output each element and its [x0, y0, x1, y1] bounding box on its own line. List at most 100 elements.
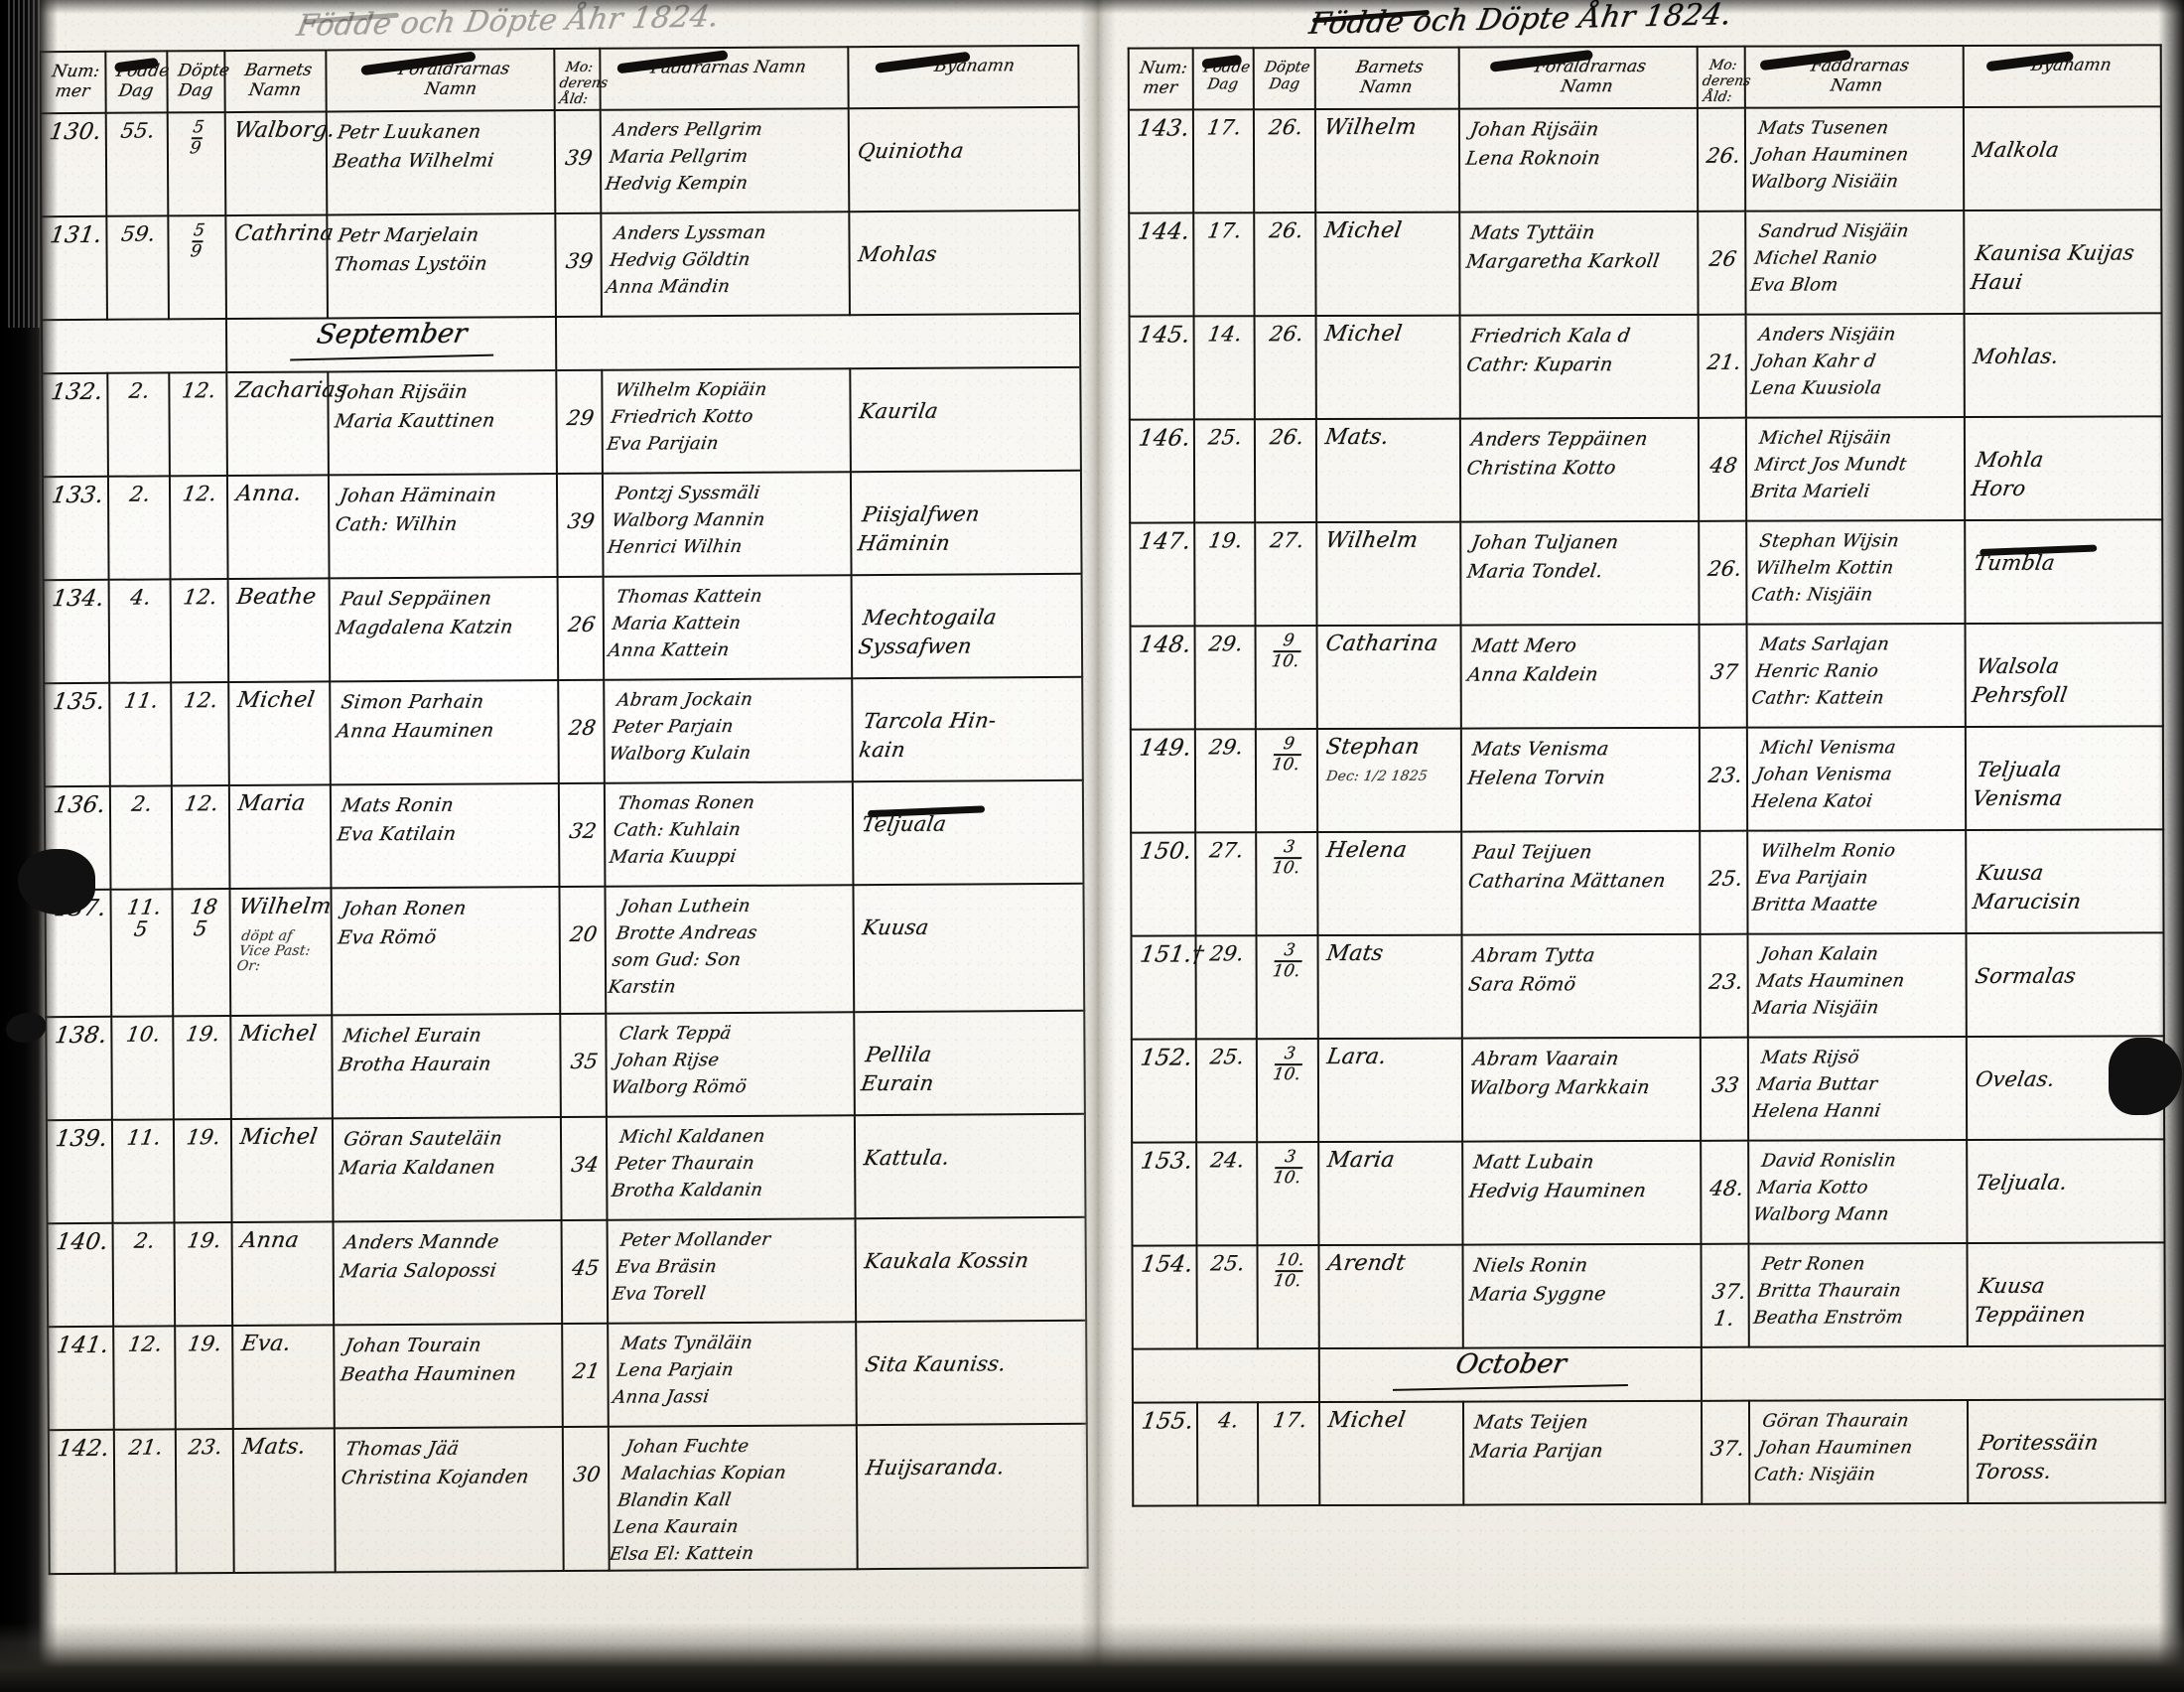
sponsors-name: Thomas Ronen Cath: Kuhlain Maria Kuuppi: [604, 781, 854, 888]
mother-age: 34: [560, 1117, 608, 1221]
mother-age: 26.: [1699, 520, 1747, 626]
register-entry-row[interactable]: 142. 21. 23. Mats. Thomas Jää Christina Koja…: [48, 1424, 1088, 1575]
register-entry-row[interactable]: 131. 59. 5 9 Cathrina Petr Marjelain Thomas L…: [41, 211, 1080, 321]
mother-age: 30: [562, 1427, 610, 1572]
baptism-day: 19.: [174, 1222, 233, 1327]
baptism-day: 3 10.: [1256, 1142, 1319, 1246]
child-name: Wilhelm döpt af Vice Past: Or:: [229, 888, 333, 1017]
child-name: Eva.: [232, 1325, 335, 1430]
register-entry-row[interactable]: 152. 25. 3 10. Lara. Abram Vaarain Walborg Ma…: [1131, 1036, 2165, 1143]
parents-name: Simon Parhain Anna Hauminen: [330, 680, 559, 785]
village-name: Poritessäin Toross.: [1968, 1399, 2166, 1504]
birth-day: 11.: [109, 682, 172, 787]
mother-age: 45: [561, 1220, 609, 1325]
birth-day: 19.: [1194, 522, 1256, 627]
village-name: Mechtogaila Syssafwen: [851, 574, 1083, 679]
mother-age: 26: [1698, 211, 1746, 316]
parents-name: Mats Venisma Helena Torvin: [1460, 728, 1701, 832]
col-header-sponsors-name: Faddrarnas Namn: [1745, 45, 1965, 108]
child-name: Lara.: [1318, 1038, 1462, 1143]
sponsors-name: Stephan Wijsin Wilhelm Kottin Cath: Nisj…: [1746, 520, 1966, 625]
mother-age: 32: [558, 783, 606, 888]
sponsors-name: Anders Nisjäin Johan Kahr d Lena Kuusiol…: [1745, 314, 1966, 418]
baptism-day: 26.: [1254, 419, 1317, 523]
register-entry-row[interactable]: 139. 11. 19. Michel Göran Sauteläin Maria Ka…: [46, 1114, 1086, 1224]
sponsors-name: Mats Rijsö Maria Buttar Helena Hanni: [1748, 1037, 1968, 1141]
village-name: Tumbla: [1965, 519, 2163, 625]
mother-age: 37: [1699, 624, 1748, 729]
birth-day: 29.: [1194, 626, 1256, 730]
parents-name: Thomas Jää Christina Kojanden: [334, 1427, 564, 1573]
parents-name: Matt Lubain Hedvig Hauminen: [1461, 1141, 1702, 1245]
baptism-day: 3 10.: [1255, 832, 1318, 936]
register-entry-row[interactable]: 132. 2. 12. Zacharias Johan Rijsäin Maria Ka…: [42, 367, 1081, 478]
mother-age: 39: [555, 213, 602, 318]
col-header-baptised: Döpte Dag: [1253, 48, 1316, 110]
left-edge-streaks: [8, 0, 42, 328]
month-spacer-right: [1702, 1345, 2165, 1402]
col-header-village-name: Byanamn: [1963, 45, 2161, 108]
col-header-born: Födde Dag: [1192, 48, 1254, 110]
sponsors-name: Clark Teppä Johan Rijse Walborg Römö: [606, 1012, 855, 1118]
mother-age: 25.: [1700, 830, 1748, 935]
parents-name: Johan Tourain Beatha Hauminen: [334, 1324, 563, 1429]
register-entry-row[interactable]: 133. 2. 12. Anna. Johan Häminain Cath: Wilhi…: [42, 471, 1082, 581]
parents-name: Mats Teijen Maria Parijan: [1462, 1401, 1703, 1505]
mother-age: 29: [556, 370, 603, 475]
register-entry-row[interactable]: 150. 27. 3 10. Helena Paul Teijuen Catharina …: [1131, 829, 2164, 936]
birth-day: 2.: [112, 1222, 176, 1328]
register-entry-row[interactable]: 136. 2. 12. Maria Mats Ronin Eva Katilain 32 T…: [44, 780, 1084, 891]
register-entry-row[interactable]: 155. 4. 17. Michel Mats Teijen Maria Parijan…: [1132, 1399, 2166, 1506]
child-name: Michel: [1315, 315, 1460, 420]
parents-name: Petr Luukanen Beatha Wilhelmi: [326, 110, 556, 215]
col-header-mother-age: Mo: derens Åld:: [1698, 46, 1752, 109]
baptism-day: 26.: [1254, 316, 1317, 420]
month-spacer-right: [555, 314, 1081, 371]
col-header-parents-name: Föräldrarnas Namn: [326, 49, 555, 112]
sponsors-name: Pontzj Syssmäli Walborg Mannin Henrici W…: [602, 472, 852, 578]
village-name: Mohlas.: [1964, 313, 2162, 418]
village-name: Quiniotha: [848, 107, 1080, 212]
baptism-day: 3 10.: [1256, 935, 1319, 1040]
register-entry-row[interactable]: 134. 4. 12. Beathe Paul Seppäinen Magdalena …: [43, 574, 1083, 684]
baptism-day: 26.: [1253, 212, 1316, 317]
register-entry-row[interactable]: 137. 11. 5 18 5 Wilhelm döpt af Vice Past: O…: [45, 884, 1085, 1018]
register-entry-row[interactable]: 147. 19. 27. Wilhelm Johan Tuljanen Maria To…: [1130, 519, 2163, 627]
entry-number: 150.: [1131, 832, 1196, 936]
register-entry-row[interactable]: 144. 17. 26. Michel Mats Tyttäin Margaretha …: [1129, 210, 2162, 317]
register-entry-row[interactable]: 149. 29. 9 10. Stephan Dec: 1/2 1825 Mats Veni…: [1130, 726, 2164, 833]
register-entry-row[interactable]: 143. 17. 26. Wilhelm Johan Rijsäin Lena Rokn…: [1128, 106, 2162, 213]
register-entry-row[interactable]: 154. 25. 10. 10. Arendt Niels Ronin Maria Syg…: [1132, 1242, 2165, 1349]
month-spacer: [41, 319, 227, 374]
entry-number: 132.: [42, 373, 108, 478]
baptism-day: 12.: [170, 579, 229, 683]
parents-name: Anders Mannde Maria Salopossi: [333, 1220, 563, 1326]
col-header-num: Num: mer: [1128, 48, 1193, 110]
child-name: Michel: [1315, 212, 1460, 317]
child-name: Arendt: [1318, 1244, 1463, 1349]
register-entry-row[interactable]: 130. 55. 5 9 Walborg. Petr Luukanen Beatha Wi…: [40, 107, 1080, 217]
baptism-day: 9 10.: [1255, 626, 1318, 730]
child-name: Michel: [228, 681, 331, 786]
parents-name: Johan Häminain Cath: Wilhin: [328, 474, 558, 579]
register-entry-row[interactable]: 138. 10. 19. Michel Michel Eurain Brotha Hau…: [46, 1011, 1085, 1121]
register-entry-row[interactable]: 141. 12. 19. Eva. Johan Tourain Beatha Haumi…: [48, 1321, 1087, 1431]
col-header-born: Födde Dag: [105, 51, 171, 114]
register-entry-row[interactable]: 153. 24. 3 10. Maria Matt Lubain Hedvig Haumi…: [1132, 1139, 2165, 1246]
birth-day: 59.: [106, 215, 169, 321]
register-entry-row[interactable]: 151.† 29. 3 10. Mats Abram Tytta Sara Römö 23.…: [1131, 932, 2164, 1040]
child-name: Mats.: [1316, 418, 1460, 523]
parents-name: Johan Rijsäin Lena Roknoin: [1458, 108, 1699, 212]
sponsors-name: Michel Rijsäin Mirct Jos Mundt Brita Mar…: [1746, 417, 1966, 521]
village-name: Mohla Horo: [1965, 416, 2163, 521]
register-entry-row[interactable]: 140. 2. 19. Anna Anders Mannde Maria Salopos…: [47, 1217, 1087, 1328]
register-entry-row[interactable]: 135. 11. 12. Michel Simon Parhain Anna Haumi…: [44, 677, 1083, 787]
birth-day: 25.: [1196, 1245, 1258, 1349]
register-entry-row[interactable]: 148. 29. 9 10. Catharina Matt Mero Anna Kalde…: [1130, 623, 2163, 730]
month-heading: September: [225, 317, 557, 373]
register-entry-row[interactable]: 145. 14. 26. Michel Friedrich Kala d Cathr: …: [1129, 313, 2162, 420]
entry-number: 136.: [44, 786, 111, 891]
village-name: Kuusa Marucisin: [1966, 829, 2164, 934]
register-entry-row[interactable]: 146. 25. 26. Mats. Anders Teppäinen Christin…: [1129, 416, 2163, 523]
